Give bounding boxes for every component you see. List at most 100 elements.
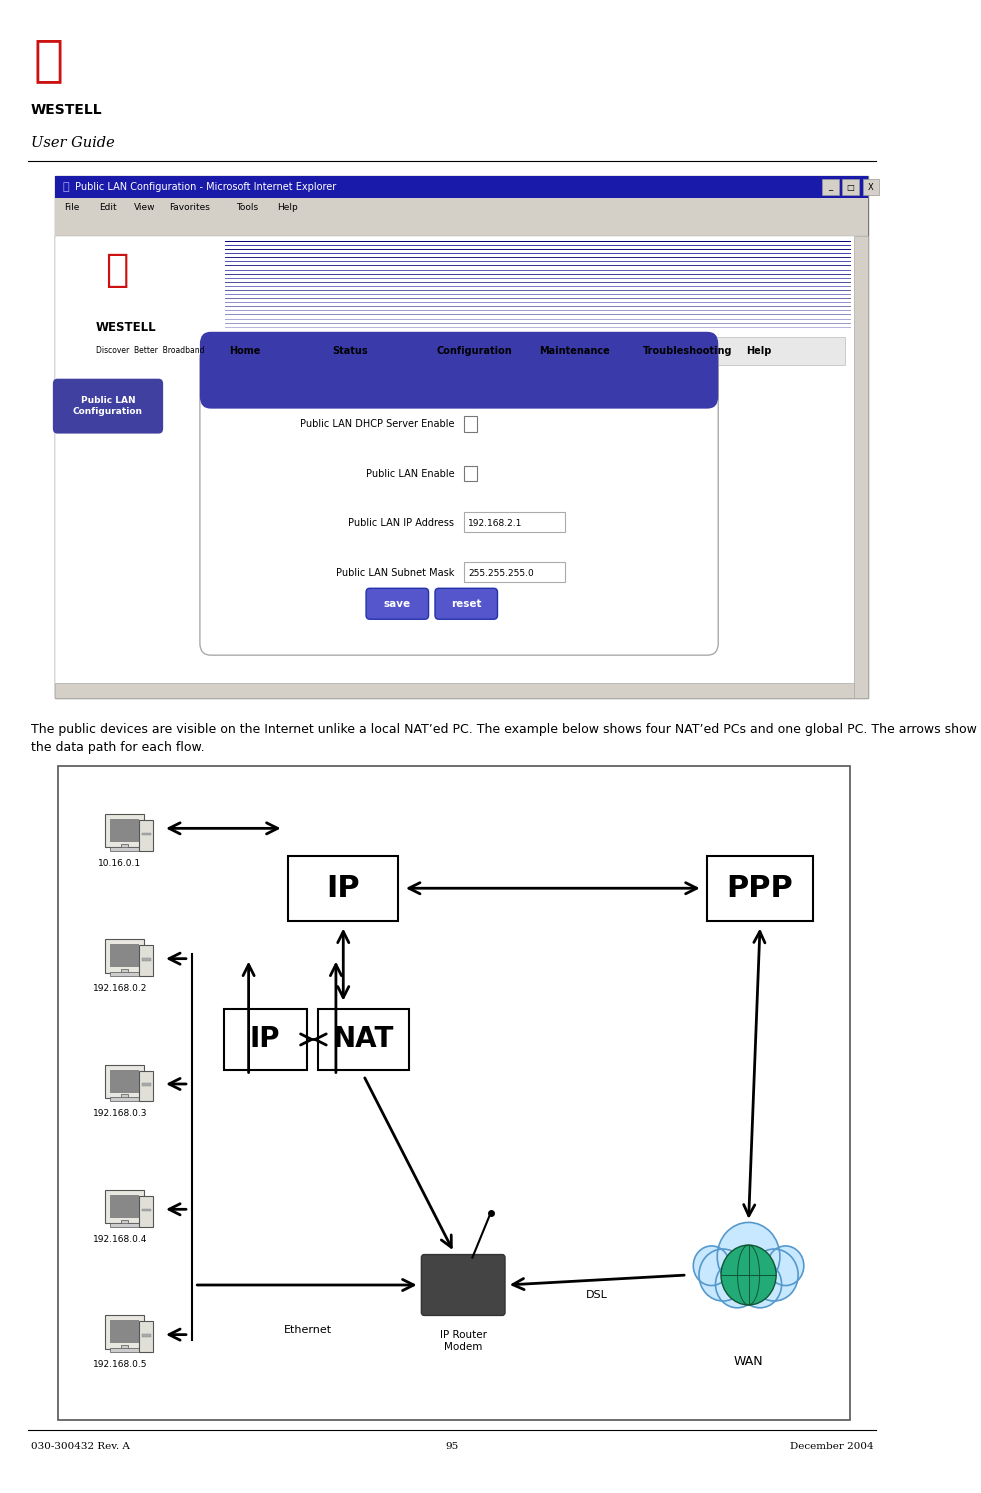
Text: WESTELL: WESTELL bbox=[30, 103, 102, 116]
Text: Help: Help bbox=[277, 203, 298, 212]
Circle shape bbox=[750, 1250, 799, 1300]
Bar bbox=[122, 1345, 128, 1350]
Bar bbox=[55, 199, 868, 216]
Circle shape bbox=[767, 1247, 803, 1285]
Text: Maintenance: Maintenance bbox=[540, 346, 610, 355]
Text: Configuration: Configuration bbox=[437, 346, 512, 355]
Text: The public devices are visible on the Internet unlike a local NAT’ed PC. The exa: The public devices are visible on the In… bbox=[30, 723, 977, 754]
FancyBboxPatch shape bbox=[105, 1190, 144, 1223]
Bar bbox=[139, 1070, 153, 1102]
Bar bbox=[854, 236, 868, 699]
FancyBboxPatch shape bbox=[105, 814, 144, 847]
Bar bbox=[843, 179, 858, 196]
Text: 192.168.0.2: 192.168.0.2 bbox=[93, 984, 147, 993]
Text: View: View bbox=[133, 203, 155, 212]
Text: Ethernet: Ethernet bbox=[284, 1326, 332, 1335]
Bar bbox=[55, 684, 854, 699]
Text: _: _ bbox=[828, 182, 833, 191]
FancyBboxPatch shape bbox=[53, 379, 163, 433]
Bar bbox=[822, 179, 839, 196]
Text: Discover  Better  Broadband: Discover Better Broadband bbox=[96, 346, 205, 355]
Bar bbox=[55, 176, 868, 699]
Bar bbox=[55, 236, 868, 699]
Text: Public LAN DHCP Server Enable: Public LAN DHCP Server Enable bbox=[300, 418, 454, 428]
Text: User Guide: User Guide bbox=[30, 136, 115, 151]
Text: Help: Help bbox=[747, 346, 772, 355]
Text: 192.168.2.1: 192.168.2.1 bbox=[468, 520, 523, 529]
Bar bbox=[318, 1008, 409, 1070]
Text: □: □ bbox=[847, 182, 854, 191]
Bar bbox=[288, 855, 398, 921]
Text: Public LAN IP Address: Public LAN IP Address bbox=[348, 518, 454, 529]
Bar bbox=[211, 376, 707, 397]
Text: Public LAN Subnet Mask: Public LAN Subnet Mask bbox=[336, 569, 454, 578]
Circle shape bbox=[715, 1260, 759, 1308]
Circle shape bbox=[717, 1223, 780, 1290]
Circle shape bbox=[694, 1247, 730, 1285]
Bar bbox=[141, 1209, 151, 1211]
Bar bbox=[58, 766, 850, 1420]
Text: IP: IP bbox=[250, 1026, 281, 1054]
Text: WESTELL: WESTELL bbox=[96, 321, 157, 334]
Bar bbox=[110, 1320, 139, 1344]
Text: IP: IP bbox=[327, 873, 360, 903]
Bar bbox=[139, 945, 153, 976]
Bar bbox=[220, 337, 845, 364]
Bar bbox=[224, 1008, 306, 1070]
Text: Ⓦ: Ⓦ bbox=[33, 36, 64, 85]
FancyBboxPatch shape bbox=[422, 1254, 505, 1315]
Bar bbox=[141, 1084, 151, 1085]
Text: IP Router
Modem: IP Router Modem bbox=[439, 1330, 487, 1353]
Text: Status: Status bbox=[333, 346, 368, 355]
Text: 192.168.0.3: 192.168.0.3 bbox=[92, 1109, 147, 1118]
Bar bbox=[55, 216, 868, 236]
Text: PPP: PPP bbox=[727, 873, 794, 903]
Bar bbox=[141, 959, 151, 961]
Text: ⛅: ⛅ bbox=[63, 182, 69, 193]
Text: reset: reset bbox=[451, 599, 482, 609]
Bar bbox=[464, 415, 477, 431]
FancyBboxPatch shape bbox=[105, 1065, 144, 1097]
Bar bbox=[111, 1223, 138, 1227]
Bar bbox=[141, 833, 151, 836]
Bar bbox=[139, 820, 153, 851]
Text: Public LAN Enable: Public LAN Enable bbox=[366, 469, 454, 479]
FancyBboxPatch shape bbox=[200, 346, 718, 655]
Bar bbox=[122, 969, 128, 973]
Bar bbox=[122, 1220, 128, 1224]
Text: 95: 95 bbox=[445, 1442, 459, 1451]
Text: Public LAN
Configuration: Public LAN Configuration bbox=[73, 397, 143, 417]
Text: Favorites: Favorites bbox=[169, 203, 210, 212]
Text: Ⓦ: Ⓦ bbox=[105, 251, 129, 290]
Text: 255.255.255.0: 255.255.255.0 bbox=[468, 569, 534, 578]
FancyBboxPatch shape bbox=[200, 331, 718, 409]
Bar bbox=[110, 820, 139, 842]
Text: save: save bbox=[384, 599, 411, 609]
Bar bbox=[55, 176, 868, 199]
Bar bbox=[122, 1094, 128, 1099]
Text: Public LAN Configuration - Microsoft Internet Explorer: Public LAN Configuration - Microsoft Int… bbox=[75, 182, 336, 193]
Text: 192.168.0.5: 192.168.0.5 bbox=[92, 1360, 147, 1369]
FancyBboxPatch shape bbox=[435, 588, 497, 620]
Bar bbox=[110, 945, 139, 967]
Text: Edit: Edit bbox=[99, 203, 117, 212]
Bar bbox=[464, 466, 477, 482]
Bar bbox=[111, 1097, 138, 1102]
Text: File: File bbox=[64, 203, 79, 212]
Circle shape bbox=[739, 1260, 782, 1308]
Bar bbox=[110, 1194, 139, 1218]
Bar bbox=[862, 179, 879, 196]
Text: X: X bbox=[868, 182, 874, 191]
Bar bbox=[110, 1070, 139, 1093]
Text: Troubleshooting: Troubleshooting bbox=[643, 346, 733, 355]
Text: 10.16.0.1: 10.16.0.1 bbox=[98, 858, 141, 867]
Bar bbox=[464, 563, 565, 582]
FancyBboxPatch shape bbox=[105, 1315, 144, 1348]
Bar bbox=[139, 1196, 153, 1227]
Circle shape bbox=[699, 1250, 747, 1300]
Bar bbox=[122, 844, 128, 848]
Text: Tools: Tools bbox=[235, 203, 258, 212]
Text: 030-300432 Rev. A: 030-300432 Rev. A bbox=[30, 1442, 129, 1451]
Text: WAN: WAN bbox=[734, 1354, 763, 1368]
Text: 192.168.0.4: 192.168.0.4 bbox=[93, 1235, 147, 1244]
